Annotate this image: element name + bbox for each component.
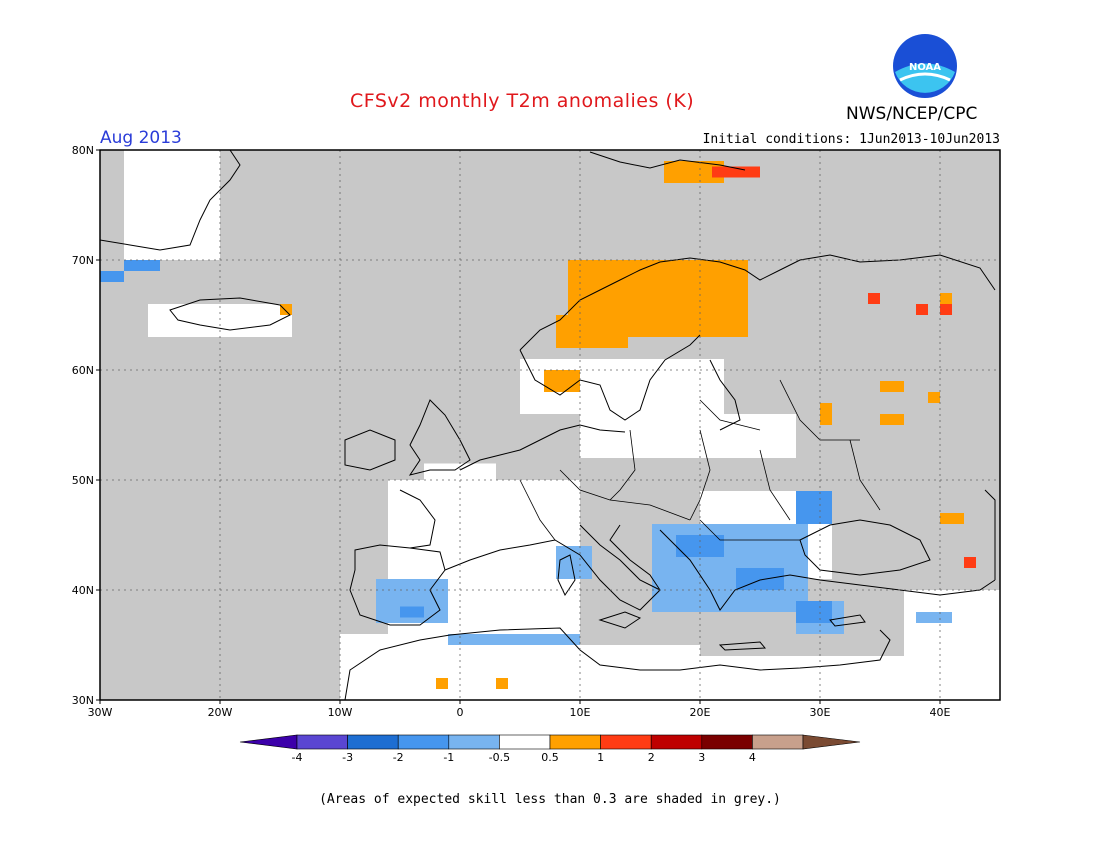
anomaly-cell-white [700,656,916,700]
colorbar-box [296,734,348,750]
anomaly-cell-orange [880,381,904,392]
colorbar-arrow-high [802,734,861,750]
logo-text: NOAA [909,62,941,73]
lon-tick-label: 30E [810,706,831,719]
lat-tick-label: 30N [72,694,94,707]
anomaly-cell-blue [796,491,832,524]
anomaly-cell-red [964,557,976,568]
colorbar-label: 3 [698,751,705,764]
colorbar-label: -0.5 [489,751,510,764]
anomaly-cell-red [940,304,952,315]
lon-tick-label: 20E [690,706,711,719]
colorbar-box [701,734,753,750]
colorbar-label: 4 [749,751,756,764]
colorbar-label: 1 [597,751,604,764]
anomaly-cell-white [124,150,220,260]
noaa-logo: NOAA [893,34,957,98]
map-frame [99,149,1001,701]
anomaly-cell-red [868,293,880,304]
lat-tick-label: 80N [72,144,94,157]
lon-tick-label: 0 [457,706,464,719]
anomaly-cell-blue [100,271,124,282]
colorbar-box [347,734,399,750]
anomaly-cell-orange [880,414,904,425]
colorbar-box [397,734,450,750]
colorbar-label: -2 [393,751,404,764]
colorbar-label: 2 [648,751,655,764]
colorbar-label: -1 [443,751,454,764]
colorbar-box [448,734,500,750]
anomaly-cell-white [148,304,292,337]
lon-tick-label: 20W [208,706,233,719]
lon-tick-label: 40E [930,706,951,719]
anomaly-cell-blue [400,606,424,618]
lon-tick-label: 10E [570,706,591,719]
anomaly-cell-white [424,463,496,480]
anomaly-cell-orange [820,403,832,425]
colorbar-label: -4 [292,751,303,764]
lat-tick-label: 70N [72,254,94,267]
colorbar-box [650,734,703,750]
lon-tick-label: 30W [88,706,113,719]
anomaly-cell-red [712,166,760,178]
anomaly-cell-red [916,304,928,315]
forecast-month: Aug 2013 [100,128,182,148]
agency-label: NWS/NCEP/CPC [846,104,978,124]
country-borders [519,379,881,541]
colorbar-label: -3 [342,751,353,764]
colorbar-box [752,734,804,750]
anomaly-cell-white [340,634,460,700]
lat-tick-label: 50N [72,474,94,487]
initial-conditions: Initial conditions: 1Jun2013-10Jun2013 [702,132,1000,147]
anomaly-patches [100,150,1000,700]
anomaly-cell-orange [940,513,964,524]
colorbar-label: 0.5 [541,751,559,764]
anomaly-cell-orange [496,678,508,689]
anomaly-cell-blue [796,601,832,623]
anomaly-cell-orange [928,392,940,403]
anomaly-cell-light-blue [916,612,952,623]
colorbar: -4 -3 -2 -1 -0.5 0.5 1 2 3 4 [239,734,861,764]
anomaly-cell-orange [436,678,448,689]
anomaly-cell-orange [556,315,628,348]
map-grid [100,150,1000,700]
lon-tick-label: 10W [328,706,353,719]
anomaly-cell-orange [664,161,724,183]
colorbar-arrow-low [239,734,298,750]
anomaly-cell-orange [940,293,952,304]
anomaly-cell-white [580,414,796,458]
map-title: CFSv2 monthly T2m anomalies (K) [350,90,695,112]
colorbar-box [499,734,551,750]
colorbar-box [549,734,601,750]
footnote: (Areas of expected skill less than 0.3 a… [319,792,781,807]
anomaly-cell-orange [280,304,292,315]
anomaly-cell-light-blue [652,524,808,612]
colorbar-box [600,734,652,750]
lat-tick-label: 60N [72,364,94,377]
anomaly-cell-light-blue [448,634,580,645]
anomaly-cell-blue [124,260,160,271]
lat-tick-label: 40N [72,584,94,597]
anomaly-cell-white [904,590,1000,700]
